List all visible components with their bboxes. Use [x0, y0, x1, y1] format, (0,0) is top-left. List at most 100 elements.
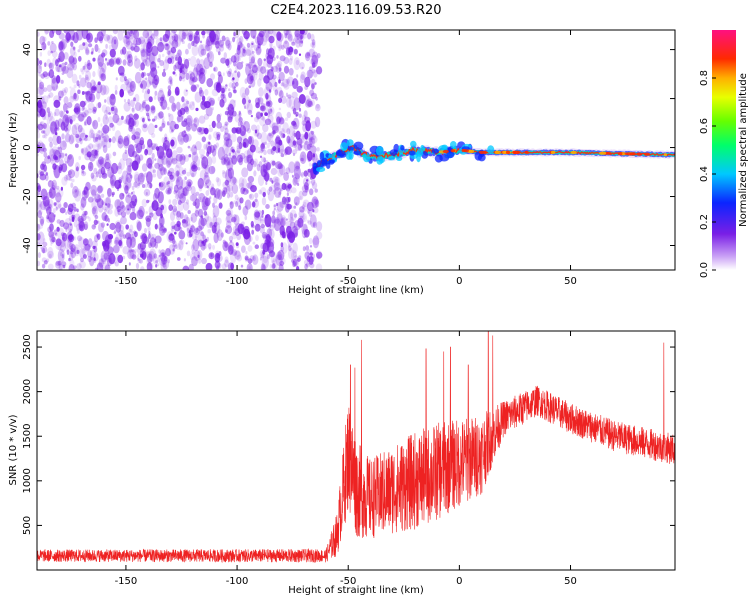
noise-dot [129, 30, 135, 35]
noise-dot [131, 106, 136, 113]
noise-dot [201, 156, 209, 169]
noise-dot [310, 92, 317, 100]
noise-dot [115, 117, 123, 126]
noise-dot [118, 230, 125, 237]
noise-dot [101, 140, 106, 148]
noise-dot [151, 143, 157, 151]
noise-dot [267, 191, 274, 202]
noise-dot [306, 143, 311, 150]
noise-dot [295, 111, 299, 117]
noise-dot [272, 176, 279, 183]
noise-dot [40, 147, 44, 155]
noise-dot [254, 71, 258, 76]
noise-dot [301, 136, 305, 140]
noise-dot [173, 190, 178, 195]
noise-dot [77, 235, 82, 242]
noise-dot [285, 218, 288, 221]
noise-dot [160, 252, 165, 257]
noise-dot [104, 264, 111, 270]
noise-dot [51, 146, 59, 155]
noise-dot [92, 133, 100, 140]
noise-dot [260, 187, 267, 196]
noise-dot [291, 91, 298, 99]
noise-dot [305, 120, 311, 132]
noise-dot [273, 208, 276, 211]
noise-dot [260, 105, 265, 111]
noise-dot [183, 99, 189, 110]
noise-dot [262, 115, 266, 122]
noise-dot [67, 63, 75, 71]
noise-dot [145, 192, 148, 196]
noise-dot [223, 136, 230, 147]
noise-dot [129, 162, 133, 167]
noise-dot [144, 148, 149, 156]
noise-dot [136, 148, 140, 154]
noise-dot [59, 152, 65, 160]
noise-dot [89, 165, 92, 169]
signal-blob [441, 144, 448, 150]
noise-dot [91, 47, 94, 53]
noise-dot [301, 114, 307, 123]
noise-dot [250, 185, 257, 193]
noise-dot [125, 224, 129, 230]
signal-blob [599, 151, 607, 155]
noise-dot [247, 245, 253, 252]
noise-dot [211, 38, 215, 45]
noise-dot [181, 63, 184, 66]
noise-dot [190, 253, 195, 261]
noise-dot [280, 44, 285, 50]
noise-dot [109, 93, 116, 106]
noise-dot [100, 73, 104, 77]
noise-dot [254, 116, 260, 123]
noise-dot [94, 149, 98, 156]
noise-dot [298, 100, 302, 104]
noise-dot [108, 253, 116, 265]
noise-dot [104, 156, 110, 163]
noise-dot [190, 84, 197, 92]
noise-dot [59, 110, 64, 118]
noise-dot [194, 198, 200, 209]
noise-dot [68, 257, 71, 262]
noise-dot [47, 226, 52, 233]
noise-dot [64, 218, 72, 225]
noise-dot [71, 114, 76, 122]
noise-dot [114, 199, 121, 209]
noise-dot [55, 260, 61, 266]
noise-dot [271, 31, 277, 38]
noise-dot [82, 190, 86, 195]
noise-dot [87, 249, 92, 258]
noise-dot [272, 130, 276, 135]
noise-dot [181, 155, 186, 161]
noise-dot [227, 43, 232, 51]
noise-dot [126, 50, 132, 60]
noise-dot [225, 39, 231, 49]
noise-dot [172, 205, 178, 213]
noise-dot [247, 181, 255, 190]
noise-dot [77, 49, 81, 53]
noise-dot [94, 215, 99, 219]
noise-dot [304, 263, 308, 270]
noise-dot [208, 134, 212, 141]
noise-dot [142, 117, 145, 123]
noise-dot [292, 260, 296, 268]
noise-dot [285, 78, 290, 85]
noise-dot [134, 231, 138, 238]
noise-dot [285, 117, 289, 121]
noise-dot [39, 108, 43, 115]
noise-dot [119, 201, 125, 210]
noise-dot [195, 191, 200, 196]
noise-dot [246, 232, 251, 238]
noise-dot [219, 98, 225, 108]
noise-dot [87, 102, 95, 110]
noise-dot [90, 96, 93, 101]
noise-dot [293, 228, 298, 237]
noise-dot [71, 124, 78, 136]
noise-dot [264, 214, 272, 228]
noise-dot [166, 41, 173, 53]
noise-dot [215, 136, 218, 141]
noise-dot [264, 118, 272, 126]
noise-dot [316, 147, 320, 152]
noise-dot [99, 73, 107, 82]
noise-dot [216, 177, 222, 187]
noise-dot [267, 148, 273, 155]
